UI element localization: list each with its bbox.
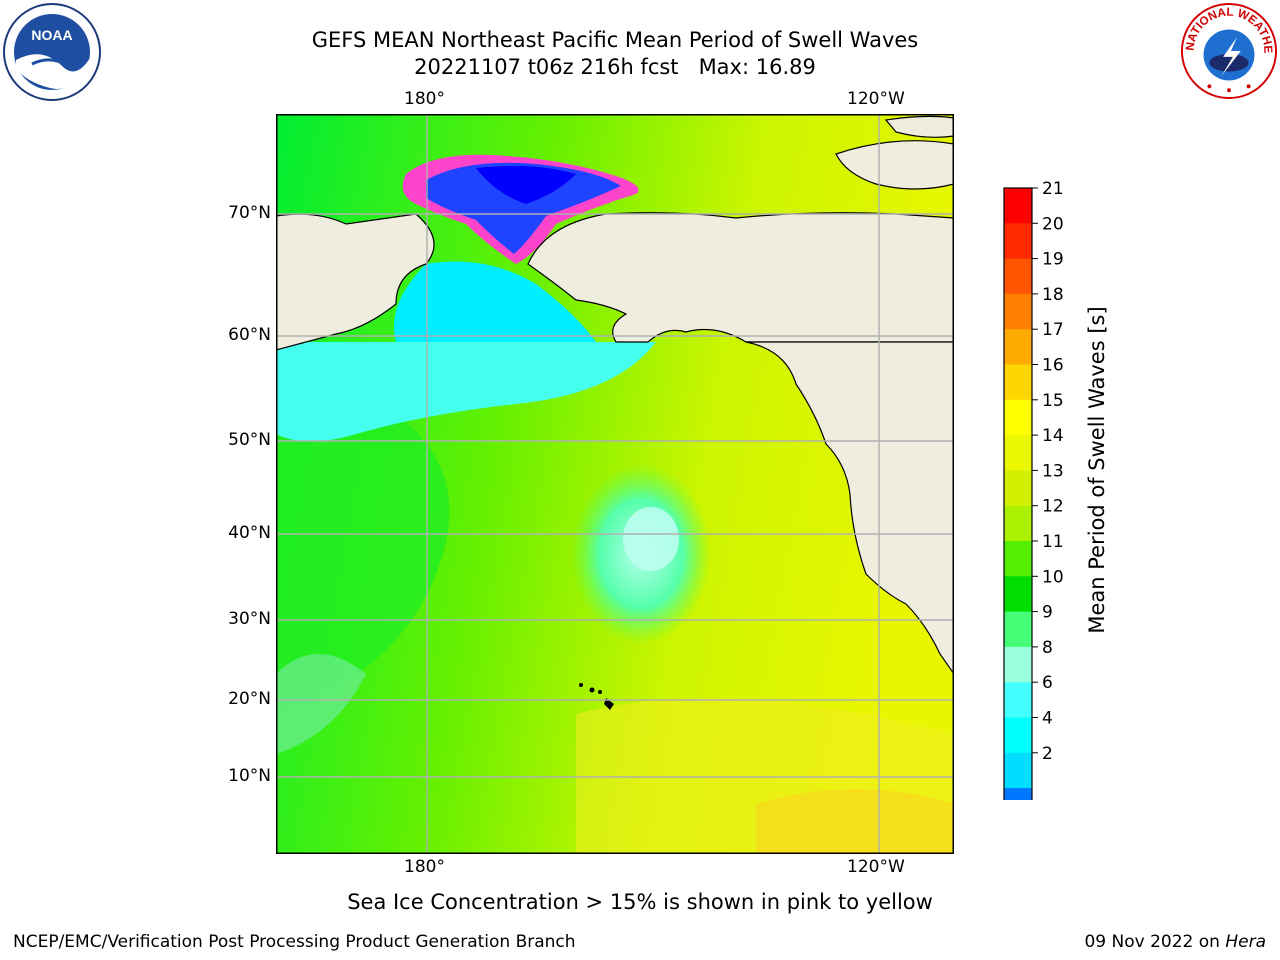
colorbar: 21 20 19 18 17 16 15 14 13 12 11 10 9 8 6 4 2 xyxy=(1003,180,1064,800)
sea-ice-center xyxy=(476,166,576,204)
lon-label-top-180: 180° xyxy=(404,89,445,109)
swell-region-southeast xyxy=(756,789,954,854)
lat-label-20n: 20°N xyxy=(228,689,271,709)
chart-title: GEFS MEAN Northeast Pacific Mean Period … xyxy=(311,28,919,52)
colorbar-segment xyxy=(1004,329,1032,365)
colorbar-segment xyxy=(1004,399,1032,436)
lat-label-30n: 30°N xyxy=(228,609,271,629)
land-north-america xyxy=(745,341,954,676)
colorbar-tick-label: 15 xyxy=(1042,391,1064,411)
lon-label-top-120w: 120°W xyxy=(847,89,905,109)
footer-branch: NCEP/EMC/Verification Post Processing Pr… xyxy=(13,932,576,952)
lat-label-70n: 70°N xyxy=(228,203,271,223)
colorbar-tick-label: 16 xyxy=(1042,356,1064,376)
colorbar-segment xyxy=(1004,682,1032,718)
noaa-logo: NOAA xyxy=(3,3,101,101)
colorbar-tick-label: 13 xyxy=(1042,461,1064,481)
colorbar-segment xyxy=(1004,611,1032,648)
colorbar-tick-label: 14 xyxy=(1042,426,1064,446)
colorbar-tick-label: 6 xyxy=(1042,673,1053,693)
colorbar-tick-label: 12 xyxy=(1042,497,1064,517)
lat-label-10n: 10°N xyxy=(228,766,271,786)
colorbar-tick-label: 8 xyxy=(1042,638,1053,658)
colorbar-segment xyxy=(1004,470,1032,507)
colorbar-title: Mean Period of Swell Waves [s] xyxy=(1085,306,1109,634)
colorbar-segment xyxy=(1004,646,1032,683)
lat-label-50n: 50°N xyxy=(228,430,271,450)
land-arctic-islands xyxy=(835,140,954,190)
swell-region-west xyxy=(276,414,450,714)
colorbar-segment xyxy=(1004,188,1032,224)
colorbar-tick-label: 11 xyxy=(1042,532,1064,552)
map-frame xyxy=(276,114,954,854)
footer-date: 09 Nov 2022 on Hera xyxy=(1084,932,1266,952)
colorbar-segment xyxy=(1004,223,1032,260)
colorbar-tick-label: 9 xyxy=(1042,603,1053,623)
lon-label-bottom-120w: 120°W xyxy=(847,857,905,877)
colorbar-tick-label: 4 xyxy=(1042,709,1053,729)
colorbar-segment xyxy=(1004,505,1032,542)
lon-label-bottom-180: 180° xyxy=(404,857,445,877)
colorbar-tick-label: 2 xyxy=(1042,744,1053,764)
lat-label-40n: 40°N xyxy=(228,523,271,543)
colorbar-segment xyxy=(1004,435,1032,471)
colorbar-tick-label: 18 xyxy=(1042,285,1064,305)
svg-text:NOAA: NOAA xyxy=(31,27,72,43)
swell-region-northwest xyxy=(276,342,656,442)
colorbar-segment xyxy=(1004,788,1032,800)
swell-region-southwest xyxy=(276,654,366,754)
sea-ice-core xyxy=(426,162,621,254)
colorbar-segment xyxy=(1004,258,1032,295)
national-weather-service-logo: NATIONAL WEATHER SERVICE xyxy=(1180,2,1278,100)
land-arctic-island-2 xyxy=(884,115,954,138)
colorbar-segment xyxy=(1004,293,1032,330)
colorbar-segment xyxy=(1004,576,1032,613)
colorbar-segment xyxy=(1004,364,1032,401)
colorbar-segment xyxy=(1004,752,1032,789)
colorbar-tick-label: 17 xyxy=(1042,320,1064,340)
lat-label-60n: 60°N xyxy=(228,325,271,345)
colorbar-tick-label: 10 xyxy=(1042,567,1064,587)
swell-period-map xyxy=(276,114,954,854)
colorbar-tick-label: 21 xyxy=(1042,180,1064,199)
footer-host: Hera xyxy=(1225,932,1266,952)
hawaii-islands xyxy=(579,683,614,710)
land-alaska xyxy=(527,212,954,343)
colorbar-tick-label: 20 xyxy=(1042,214,1064,234)
swell-region-center-cyan xyxy=(623,507,679,571)
swell-region-bering xyxy=(394,261,596,342)
sea-ice-note: Sea Ice Concentration > 15% is shown in … xyxy=(347,890,933,914)
chart-subtitle: 20221107 t06z 216h fcst Max: 16.89 xyxy=(414,55,816,79)
graticule xyxy=(276,114,954,854)
colorbar-segment xyxy=(1004,541,1032,577)
map-canvas xyxy=(276,114,954,854)
colorbar-tick-label: 19 xyxy=(1042,250,1064,270)
colorbar-segment xyxy=(1004,717,1032,754)
footer-date-text: 09 Nov 2022 on xyxy=(1084,932,1226,952)
